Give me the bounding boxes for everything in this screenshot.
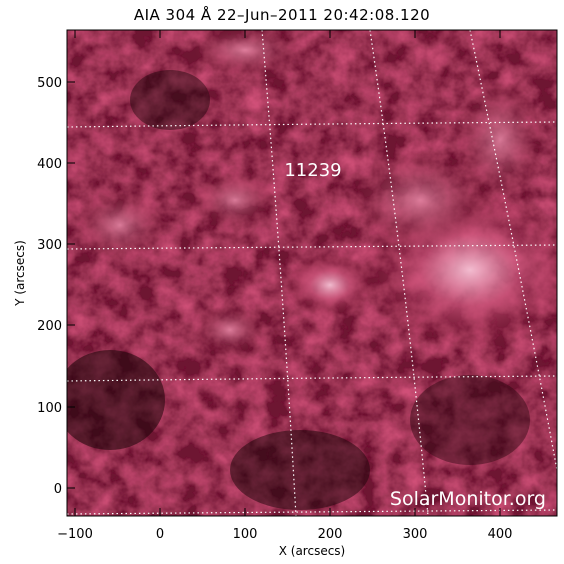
y-tick-label: 200: [37, 319, 62, 334]
solar-image: [67, 30, 557, 516]
image-title: AIA 304 Å 22–Jun–2011 20:42:08.120: [133, 6, 431, 24]
watermark: SolarMonitor.org: [390, 488, 546, 510]
y-tick-label: 100: [37, 401, 62, 416]
x-tick-label: 200: [318, 527, 343, 542]
y-axis-ticks: [67, 81, 75, 489]
heliographic-grid: [67, 30, 557, 516]
y-tick-label: 400: [37, 157, 62, 172]
x-tick-label: 100: [233, 527, 258, 542]
y-tick-label: 300: [37, 238, 62, 253]
x-axis-ticks: [74, 30, 501, 516]
y-tick-label: 500: [37, 76, 62, 91]
x-axis-title: X (arcsecs): [279, 544, 346, 558]
y-axis-title: Y (arcsecs): [13, 240, 27, 307]
x-tick-label: −100: [57, 527, 93, 542]
active-region-label: 11239: [284, 160, 341, 181]
x-tick-label: 400: [488, 527, 513, 542]
x-tick-label: 0: [156, 527, 164, 542]
x-tick-label: 300: [403, 527, 428, 542]
plot-frame: [66, 29, 558, 517]
y-tick-label: 0: [54, 482, 62, 497]
